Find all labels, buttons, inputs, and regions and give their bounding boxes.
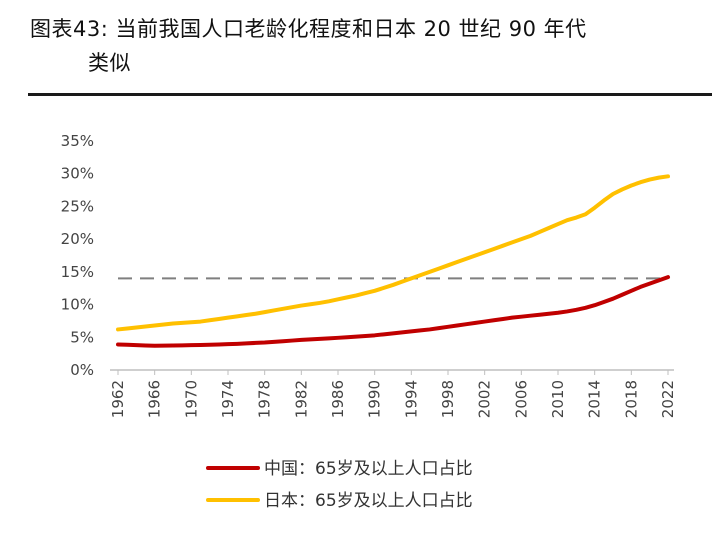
x-tick-label: 2010 <box>549 380 567 418</box>
x-tick-label: 1994 <box>402 380 420 418</box>
x-tick-label: 1982 <box>292 380 310 418</box>
x-tick-label: 1990 <box>366 380 384 418</box>
series-line-china <box>116 275 670 348</box>
y-tick-label: 20% <box>61 230 94 248</box>
x-tick-label: 1966 <box>146 380 164 418</box>
x-tick-label: 1986 <box>329 380 347 418</box>
legend-label-japan: 日本：65岁及以上人口占比 <box>264 491 473 511</box>
y-tick-label: 15% <box>61 263 94 281</box>
series-line-japan <box>116 174 670 332</box>
title-line-2: 类似 <box>88 51 131 75</box>
x-tick-label: 1978 <box>256 380 274 418</box>
y-tick-label: 30% <box>61 165 94 183</box>
chart-title: 图表43: 当前我国人口老龄化程度和日本 20 世纪 90 年代 类似 <box>30 12 710 80</box>
x-tick-label: 2014 <box>586 380 604 418</box>
x-tick-label: 1998 <box>439 380 457 418</box>
y-tick-label: 0% <box>70 361 94 379</box>
x-tick-label: 2002 <box>476 380 494 418</box>
x-tick-label: 1962 <box>109 380 127 418</box>
title-rule <box>28 93 712 96</box>
x-tick-label: 1970 <box>182 380 200 418</box>
x-tick-label: 2006 <box>512 380 530 418</box>
axes-group: 0% 5% 10% 15% 20% 25% 30% 35% 1962 1966 1970 1974 19… <box>61 132 677 418</box>
y-tick-label: 35% <box>61 132 94 150</box>
title-line-1: 图表43: 当前我国人口老龄化程度和日本 20 世纪 90 年代 <box>30 17 587 41</box>
y-tick-label: 25% <box>61 197 94 215</box>
y-tick-label: 5% <box>70 328 94 346</box>
legend-label-china: 中国：65岁及以上人口占比 <box>264 459 473 479</box>
x-tick-label: 2022 <box>659 380 677 418</box>
y-tick-label: 10% <box>61 296 94 314</box>
x-tick-label: 2018 <box>622 380 640 418</box>
x-tick-label: 1974 <box>219 380 237 418</box>
series-group <box>116 174 670 348</box>
